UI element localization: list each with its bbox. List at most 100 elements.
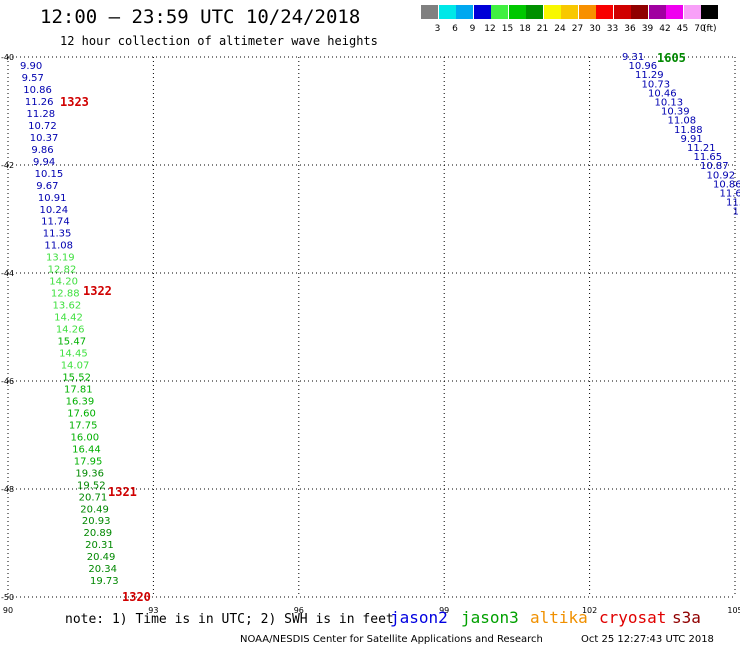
lon-tick-label: 102 (582, 606, 597, 615)
swh-value: 19.36 (75, 468, 104, 479)
legend-cryosat: cryosat (599, 608, 667, 627)
legend-s3a: s3a (672, 608, 701, 627)
swh-value: 20.34 (88, 564, 117, 575)
swh-value: 10.92 (707, 170, 736, 181)
swh-value: 9.31 (622, 52, 644, 63)
swh-value: 14.42 (54, 313, 83, 324)
swh-value: 10.87 (700, 161, 729, 172)
swh-value: 9.57 (22, 73, 44, 84)
swh-value: 16.39 (66, 396, 95, 407)
colorbar-label: 9 (469, 24, 476, 34)
colorbar-swatch (508, 5, 526, 19)
lat-tick-label: -40 (1, 53, 14, 62)
swh-value: 13.19 (46, 253, 75, 264)
swh-value: 11.08 (668, 116, 697, 127)
swh-value: 9.94 (33, 157, 55, 168)
colorbar-label: 27 (571, 24, 584, 34)
colorbar-label: 42 (659, 24, 671, 34)
pass-time-label: 1605 (657, 51, 686, 65)
swh-value: 15.47 (57, 337, 86, 348)
swh-value: 11. (726, 198, 740, 209)
swh-value: 20.49 (87, 552, 116, 563)
swh-value: 10.24 (40, 205, 69, 216)
swh-value: 14.26 (56, 325, 85, 336)
swh-value: 10.72 (28, 121, 57, 132)
lat-tick-label: -46 (1, 377, 14, 386)
legend-jason2: jason2 (390, 608, 448, 627)
swh-value: 17.81 (64, 384, 93, 395)
swh-value: 12.82 (48, 265, 77, 276)
colorbar-swatch (456, 5, 473, 19)
swh-value: 15.52 (62, 372, 91, 383)
swh-value: 20.89 (83, 528, 112, 539)
legend-jason3: jason3 (461, 608, 519, 627)
pass-time-label: 1322 (83, 284, 112, 298)
colorbar-swatch (596, 5, 613, 19)
swh-value: 10.73 (642, 79, 671, 90)
swh-value: 13.62 (53, 301, 82, 312)
colorbar-label: 18 (519, 24, 531, 34)
swh-value: 14.07 (61, 361, 90, 372)
map-ticks: 90 93 96 99 102 105 -40 -42 -44 -46 -48 -50 (1, 53, 740, 615)
colorbar-swatch (578, 5, 596, 19)
swh-value: 9.90 (20, 61, 42, 72)
swh-value: 9.91 (681, 134, 703, 145)
swh-value: 11.6 (720, 189, 740, 200)
swh-value: 12.88 (51, 289, 80, 300)
colorbar-swatch (648, 5, 666, 19)
swh-value: 14.20 (49, 277, 78, 288)
legend-altika: altika (530, 608, 588, 627)
colorbar-swatch (543, 5, 561, 19)
lat-tick-label: -44 (1, 269, 14, 278)
page-title: 12:00 – 23:59 UTC 10/24/2018 (40, 6, 361, 28)
swh-value: 20.71 (79, 492, 108, 503)
swh-value: 20.31 (85, 540, 114, 551)
page-subtitle: 12 hour collection of altimeter wave hei… (60, 34, 378, 48)
pass-time-label: 1320 (122, 590, 151, 604)
lat-tick-label: -42 (1, 161, 14, 170)
swh-value: 14.45 (59, 349, 88, 360)
swh-value: 11.26 (25, 97, 54, 108)
swh-value: 17.75 (69, 420, 98, 431)
colorbar-label: 39 (641, 24, 654, 34)
time-labels: 1323 1322 1321 1320 1605 (60, 51, 686, 604)
swh-value: 10.96 (629, 61, 658, 72)
swh-value: 11.88 (674, 125, 703, 136)
lon-tick-label: 93 (148, 606, 158, 615)
lon-tick-label: 90 (3, 606, 13, 615)
pass-time-label: 1323 (60, 95, 89, 109)
swh-value: 11.28 (27, 109, 56, 120)
colorbar-label: 24 (554, 24, 566, 34)
swh-value: 16.44 (72, 444, 101, 455)
swh-value: 9.86 (31, 145, 53, 156)
colorbar-label: 6 (452, 24, 458, 34)
colorbar-swatch (683, 5, 701, 19)
footer-timestamp: Oct 25 12:27:43 UTC 2018 (581, 634, 714, 645)
swh-value: 10.91 (38, 193, 67, 204)
swh-value: 20.49 (80, 504, 109, 515)
map-grid (7, 56, 736, 598)
lon-tick-label: 99 (439, 606, 449, 615)
colorbar-swatch (701, 5, 718, 19)
colorbar-unit: (ft) (703, 24, 717, 34)
lat-tick-label: -50 (1, 593, 14, 602)
swh-value: 10.86 (713, 179, 740, 190)
colorbar-label: 30 (589, 24, 601, 34)
swh-value: 10.39 (661, 107, 690, 118)
colorbar-swatch (491, 5, 508, 19)
lat-tick-label: -48 (1, 485, 14, 494)
swh-value: 9.67 (36, 181, 58, 192)
swh-value: 10.13 (655, 98, 684, 109)
colorbar-swatch (561, 5, 578, 19)
swh-value: 11.74 (41, 217, 70, 228)
colorbar-swatch (473, 5, 491, 19)
colorbar-swatch (631, 5, 648, 19)
colorbar-label: 36 (624, 24, 636, 34)
units-note: note: 1) Time is in UTC; 2) SWH is in fe… (65, 612, 394, 627)
colorbar-label: 45 (676, 24, 689, 34)
track-right: 9.3110.9611.2910.7310.4610.1310.3911.081… (622, 52, 740, 218)
pass-time-label: 1321 (108, 485, 137, 499)
swh-value: 10.15 (35, 169, 64, 180)
swh-value: 19.73 (90, 576, 119, 587)
